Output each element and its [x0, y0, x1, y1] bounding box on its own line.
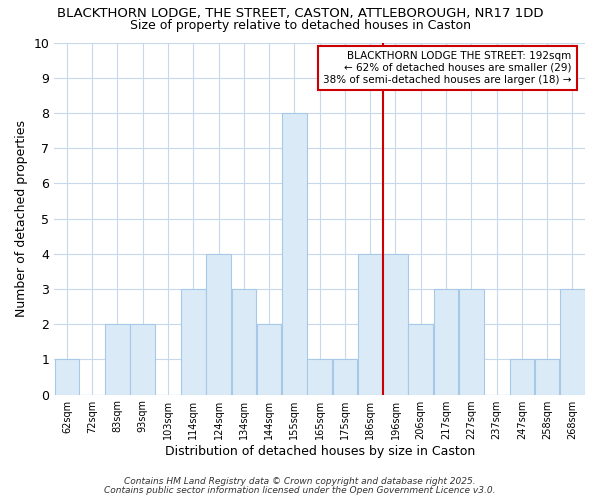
Text: Contains HM Land Registry data © Crown copyright and database right 2025.: Contains HM Land Registry data © Crown c… [124, 477, 476, 486]
Text: Size of property relative to detached houses in Caston: Size of property relative to detached ho… [130, 19, 470, 32]
Bar [257, 324, 281, 394]
Text: BLACKTHORN LODGE THE STREET: 192sqm
← 62% of detached houses are smaller (29)
38: BLACKTHORN LODGE THE STREET: 192sqm ← 62… [323, 52, 572, 84]
Bar [434, 289, 458, 395]
Text: BLACKTHORN LODGE, THE STREET, CASTON, ATTLEBOROUGH, NR17 1DD: BLACKTHORN LODGE, THE STREET, CASTON, AT… [57, 8, 543, 20]
X-axis label: Distribution of detached houses by size in Caston: Distribution of detached houses by size … [164, 444, 475, 458]
Bar [232, 289, 256, 395]
Bar [560, 289, 584, 395]
Y-axis label: Number of detached properties: Number of detached properties [15, 120, 28, 317]
Bar [55, 360, 79, 394]
Bar [409, 324, 433, 394]
Bar [535, 360, 559, 394]
Bar [307, 360, 332, 394]
Bar [383, 254, 408, 394]
Bar [105, 324, 130, 394]
Bar [509, 360, 534, 394]
Bar [130, 324, 155, 394]
Bar [358, 254, 382, 394]
Bar [206, 254, 231, 394]
Bar [282, 113, 307, 394]
Bar [459, 289, 484, 395]
Bar [181, 289, 206, 395]
Bar [332, 360, 357, 394]
Text: Contains public sector information licensed under the Open Government Licence v3: Contains public sector information licen… [104, 486, 496, 495]
